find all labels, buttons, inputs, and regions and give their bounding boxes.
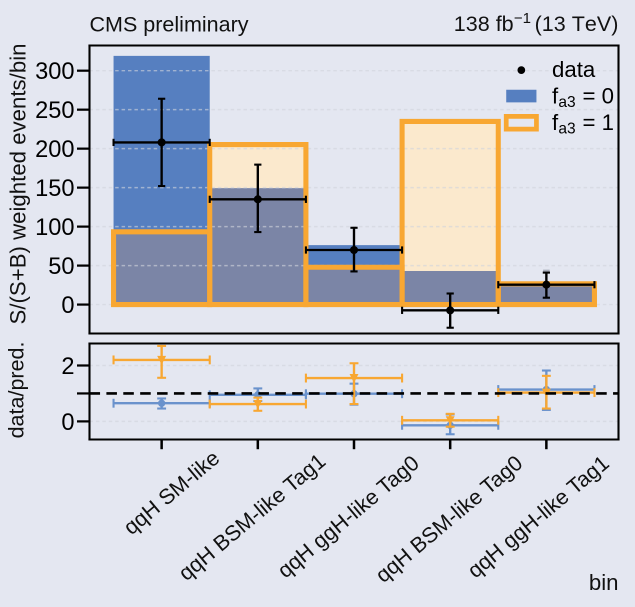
- svg-text:f =: f = 0 a 3: [552, 83, 620, 112]
- svg-text:150: 150: [35, 176, 74, 202]
- svg-text:100: 100: [35, 215, 74, 241]
- svg-text:250: 250: [35, 98, 74, 124]
- svg-text:data/pred.: data/pred.: [5, 342, 29, 439]
- svg-text:S/(S+B) weighted events/bin: S/(S+B) weighted events/bin: [5, 44, 30, 325]
- svg-text:1 3 8: 1 3 8 f b ( 1 3 T e V ) − 1: [454, 3, 625, 36]
- svg-text:0: 0: [61, 410, 74, 436]
- svg-text:0: 0: [61, 293, 74, 319]
- svg-text:data: data: [552, 57, 596, 82]
- svg-text:300: 300: [35, 59, 74, 85]
- svg-text:200: 200: [35, 137, 74, 163]
- svg-text:f =: f = 1 a 3: [552, 110, 620, 139]
- svg-text:CMS preliminary: CMS preliminary: [90, 13, 249, 37]
- svg-text:50: 50: [48, 254, 74, 280]
- svg-text:2: 2: [61, 354, 74, 380]
- svg-text:bin: bin: [589, 570, 619, 595]
